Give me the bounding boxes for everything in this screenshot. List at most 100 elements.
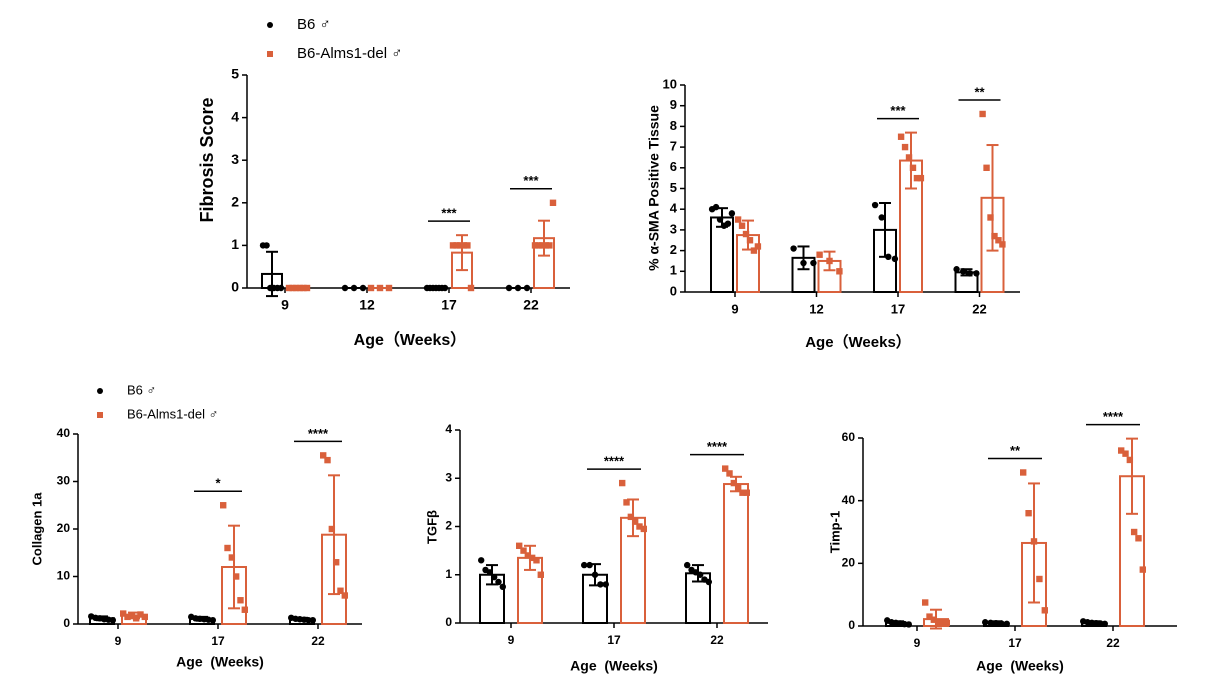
- point: [1003, 620, 1010, 628]
- y-tick-label: 1: [670, 263, 677, 278]
- point: [891, 255, 899, 263]
- error-bar: [538, 219, 550, 257]
- point: [738, 222, 746, 229]
- x-tick-label: 22: [523, 297, 539, 313]
- y-tick-label: 0: [848, 618, 855, 632]
- y-tick-label: 2: [231, 194, 239, 210]
- point: [486, 569, 494, 576]
- y-tick-label: 1: [231, 236, 239, 252]
- point: [730, 479, 738, 487]
- y-tick-label: 2: [445, 519, 452, 533]
- point: [1139, 566, 1146, 573]
- point: [966, 270, 973, 277]
- point: [754, 243, 762, 250]
- point: [296, 284, 303, 292]
- point: [220, 502, 227, 509]
- y-tick-label: 30: [57, 474, 71, 488]
- y-tick-label: 8: [670, 118, 677, 133]
- point: [97, 388, 103, 394]
- point: [800, 259, 807, 267]
- significance-label: ****: [1103, 409, 1124, 424]
- point: [537, 571, 544, 578]
- point: [328, 525, 336, 533]
- point: [324, 456, 331, 464]
- point: [836, 268, 843, 275]
- point: [120, 610, 127, 617]
- point: [926, 613, 933, 620]
- point: [524, 552, 532, 559]
- x-tick-label: 9: [731, 301, 738, 316]
- point: [277, 284, 285, 292]
- y-tick-label: 20: [57, 521, 71, 535]
- point: [913, 174, 921, 182]
- point: [97, 412, 103, 418]
- point: [724, 220, 732, 227]
- point: [441, 284, 449, 292]
- y-tick-label: 0: [63, 616, 70, 630]
- point: [124, 613, 131, 621]
- point: [241, 606, 248, 613]
- point: [341, 284, 349, 292]
- point: [992, 619, 1000, 627]
- y-tick-label: 10: [663, 76, 677, 91]
- significance-label: **: [1010, 443, 1021, 458]
- point: [743, 489, 750, 496]
- point: [631, 518, 639, 525]
- y-tick-label: 0: [670, 283, 677, 298]
- point: [528, 554, 536, 562]
- point: [973, 270, 980, 277]
- x-tick-label: 22: [710, 633, 724, 647]
- bar: [710, 216, 734, 293]
- point: [586, 561, 593, 569]
- point: [549, 199, 557, 206]
- point: [514, 284, 522, 292]
- point: [300, 284, 307, 292]
- point: [627, 513, 635, 521]
- point: [224, 544, 231, 552]
- point: [999, 241, 1006, 248]
- y-axis-label: TGFβ: [424, 510, 439, 544]
- y-tick-label: 40: [57, 426, 71, 440]
- point: [991, 232, 998, 240]
- x-tick-label: 22: [1106, 636, 1120, 650]
- point: [1030, 538, 1038, 545]
- y-tick-label: 9: [670, 97, 677, 112]
- point: [533, 557, 540, 564]
- point: [289, 284, 296, 292]
- point: [917, 174, 925, 182]
- point: [341, 592, 348, 599]
- y-tick-label: 20: [842, 556, 856, 570]
- x-tick-label: 17: [607, 633, 621, 647]
- y-axis-label: Fibrosis Score: [197, 97, 217, 222]
- point: [979, 110, 986, 118]
- point: [457, 242, 464, 249]
- point: [1126, 456, 1134, 464]
- y-tick-label: 1: [445, 567, 452, 581]
- point: [237, 597, 244, 604]
- point: [267, 51, 273, 57]
- point: [523, 284, 531, 292]
- point: [546, 242, 553, 249]
- point: [1041, 607, 1048, 614]
- y-tick-label: 4: [670, 201, 678, 216]
- point: [232, 573, 240, 580]
- x-tick-label: 9: [914, 636, 921, 650]
- point: [478, 557, 485, 564]
- point: [1135, 535, 1142, 542]
- point: [303, 284, 311, 292]
- point: [531, 242, 539, 249]
- point: [332, 559, 340, 566]
- y-tick-label: 4: [231, 108, 239, 124]
- point: [542, 242, 549, 249]
- significance-label: ****: [604, 454, 625, 469]
- point: [816, 251, 823, 258]
- point: [722, 465, 729, 472]
- legend-label: B6-Alms1-del ♂: [127, 406, 218, 421]
- y-axis-label: Timp-1: [827, 511, 842, 553]
- point: [939, 619, 946, 627]
- y-tick-label: 0: [231, 279, 239, 295]
- point: [1130, 528, 1138, 536]
- point: [267, 22, 273, 28]
- point: [987, 619, 994, 627]
